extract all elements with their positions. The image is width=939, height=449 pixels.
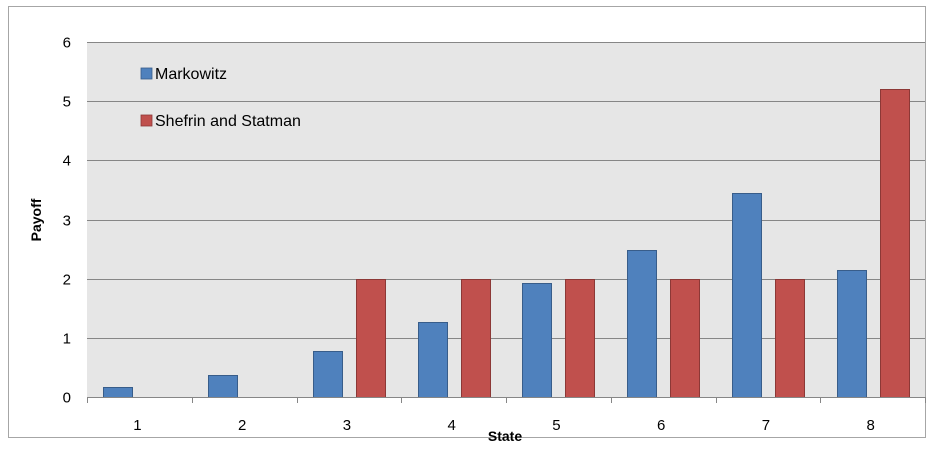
legend-swatch-shefrin-statman bbox=[140, 114, 153, 127]
legend: Markowitz Shefrin and Statman bbox=[140, 66, 301, 130]
y-tick-label: 5 bbox=[63, 94, 71, 111]
bar-shefrin-statman-7 bbox=[775, 279, 805, 398]
x-tick-marks bbox=[87, 397, 926, 403]
x-tick-label: 2 bbox=[238, 417, 246, 434]
x-tick-label: 8 bbox=[866, 417, 874, 434]
y-axis-title: Payoff bbox=[28, 198, 44, 241]
legend-swatch-markowitz bbox=[140, 67, 153, 80]
bar-shefrin-statman-8 bbox=[880, 89, 910, 398]
x-axis-title: State bbox=[488, 428, 522, 444]
x-tick-label: 3 bbox=[343, 417, 351, 434]
bar-markowitz-8 bbox=[837, 270, 867, 398]
bar-markowitz-3 bbox=[313, 351, 343, 398]
bars bbox=[103, 89, 910, 398]
x-tick-label: 4 bbox=[447, 417, 455, 434]
y-tick-label: 0 bbox=[63, 390, 71, 407]
bar-markowitz-1 bbox=[103, 387, 133, 398]
y-tick-label: 4 bbox=[63, 153, 71, 170]
legend-label-markowitz: Markowitz bbox=[155, 66, 227, 83]
y-tick-label: 3 bbox=[63, 213, 71, 230]
bar-markowitz-5 bbox=[522, 283, 552, 398]
x-tick-label: 5 bbox=[552, 417, 560, 434]
bar-shefrin-statman-6 bbox=[670, 279, 700, 398]
x-tick-labels: 1 2 3 4 5 6 7 8 bbox=[133, 417, 875, 434]
y-tick-label: 1 bbox=[63, 331, 71, 348]
legend-label-shefrin-statman: Shefrin and Statman bbox=[155, 113, 301, 130]
bar-shefrin-statman-3 bbox=[356, 279, 386, 398]
bar-markowitz-2 bbox=[208, 375, 238, 398]
x-tick-label: 6 bbox=[657, 417, 665, 434]
bar-shefrin-statman-4 bbox=[461, 279, 491, 398]
bar-markowitz-6 bbox=[627, 250, 657, 398]
bar-markowitz-7 bbox=[732, 193, 762, 398]
x-tick-label: 1 bbox=[133, 417, 141, 434]
y-tick-label: 6 bbox=[63, 35, 71, 52]
gridlines bbox=[87, 42, 925, 339]
bar-shefrin-statman-5 bbox=[565, 279, 595, 398]
x-tick-label: 7 bbox=[762, 417, 770, 434]
y-tick-label: 2 bbox=[63, 272, 71, 289]
bar-markowitz-4 bbox=[418, 322, 448, 398]
y-tick-labels: 0 1 2 3 4 5 6 bbox=[63, 35, 71, 407]
